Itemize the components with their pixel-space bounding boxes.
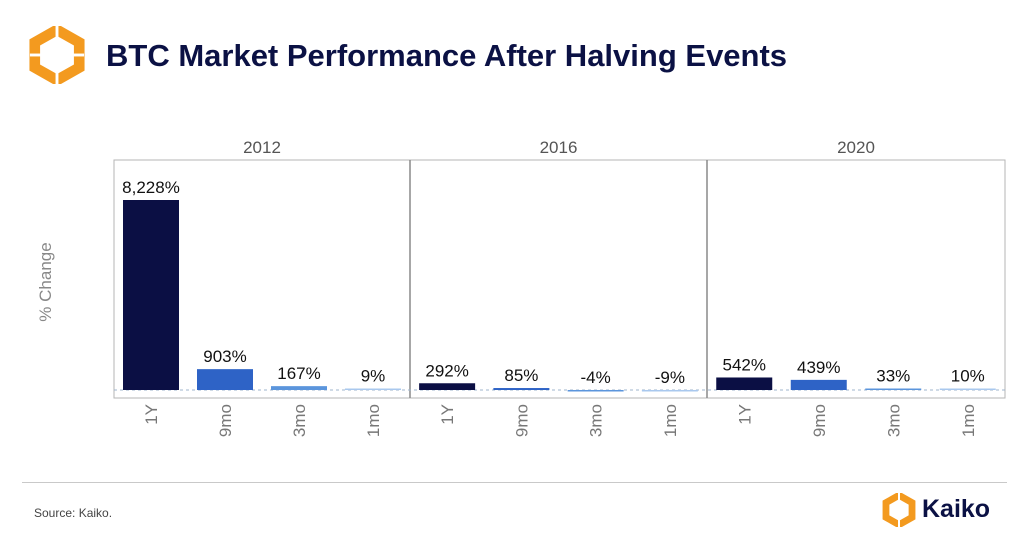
footer-brand: Kaiko: [882, 493, 1007, 527]
x-tick-label-2016-1Y: 1Y: [438, 404, 457, 425]
bar-chart: 2012 8,228% 1Y 903% 9mo 167% 3mo 9% 1mo 2016 292% 1…: [36, 138, 1006, 437]
bar-2020-9mo: [790, 379, 847, 390]
x-tick-label-2016-9mo: 9mo: [512, 404, 531, 437]
data-label-2016-9mo: 85%: [504, 366, 538, 385]
bar-2012-1Y: [123, 200, 179, 390]
page-title: BTC Market Performance After Halving Eve…: [106, 38, 788, 73]
data-label-2012-9mo: 903%: [203, 347, 246, 366]
data-label-2016-3mo: -4%: [581, 368, 611, 387]
data-label-2012-1Y: 8,228%: [122, 178, 180, 197]
data-label-2020-9mo: 439%: [797, 358, 840, 377]
kaiko-logo-icon: [29, 26, 85, 84]
brand-name: Kaiko: [922, 495, 991, 523]
bar-2012-9mo: [197, 369, 253, 390]
bar-2020-3mo: [865, 388, 922, 390]
bar-2016-3mo: [567, 390, 624, 392]
x-tick-label-2012-9mo: 9mo: [216, 404, 235, 437]
data-label-2020-3mo: 33%: [876, 367, 910, 386]
x-tick-label-2016-3mo: 3mo: [587, 404, 606, 437]
x-tick-label-2012-3mo: 3mo: [290, 404, 309, 437]
chart-frame: [113, 159, 1006, 399]
data-label-2020-1Y: 542%: [723, 355, 766, 374]
bar-2016-1Y: [419, 383, 476, 390]
data-label-2016-1Y: 292%: [425, 361, 468, 380]
data-label-2016-1mo: -9%: [655, 368, 685, 387]
chart-marks: 2012 8,228% 1Y 903% 9mo 167% 3mo 9% 1mo 2016 292% 1…: [122, 138, 996, 437]
x-tick-label-2020-1Y: 1Y: [735, 404, 754, 425]
x-tick-label-2012-1mo: 1mo: [364, 404, 383, 437]
bar-2016-1mo: [641, 390, 698, 392]
bar-2012-1mo: [345, 388, 401, 390]
footer-divider: [22, 482, 1007, 483]
facet-title-2016: 2016: [540, 138, 578, 157]
bar-2016-9mo: [493, 388, 550, 390]
kaiko-brand-icon: [882, 493, 916, 527]
x-tick-label-2012-1Y: 1Y: [142, 404, 161, 425]
plot-frame: [113, 159, 1006, 399]
x-tick-label-2020-3mo: 3mo: [884, 404, 903, 437]
bar-2020-1mo: [939, 388, 996, 390]
x-tick-label-2016-1mo: 1mo: [661, 404, 680, 437]
data-label-2012-3mo: 167%: [277, 364, 320, 383]
facet-title-2012: 2012: [243, 138, 281, 157]
data-label-2020-1mo: 10%: [951, 367, 985, 386]
y-axis-label: % Change: [36, 242, 55, 321]
bar-2020-1Y: [716, 377, 773, 390]
source-note: Source: Kaiko.: [34, 506, 113, 520]
x-tick-label-2020-1mo: 1mo: [959, 404, 978, 437]
facet-title-2020: 2020: [837, 138, 875, 157]
bar-2012-3mo: [271, 386, 327, 390]
data-label-2012-1mo: 9%: [361, 367, 386, 386]
x-tick-label-2020-9mo: 9mo: [810, 404, 829, 437]
